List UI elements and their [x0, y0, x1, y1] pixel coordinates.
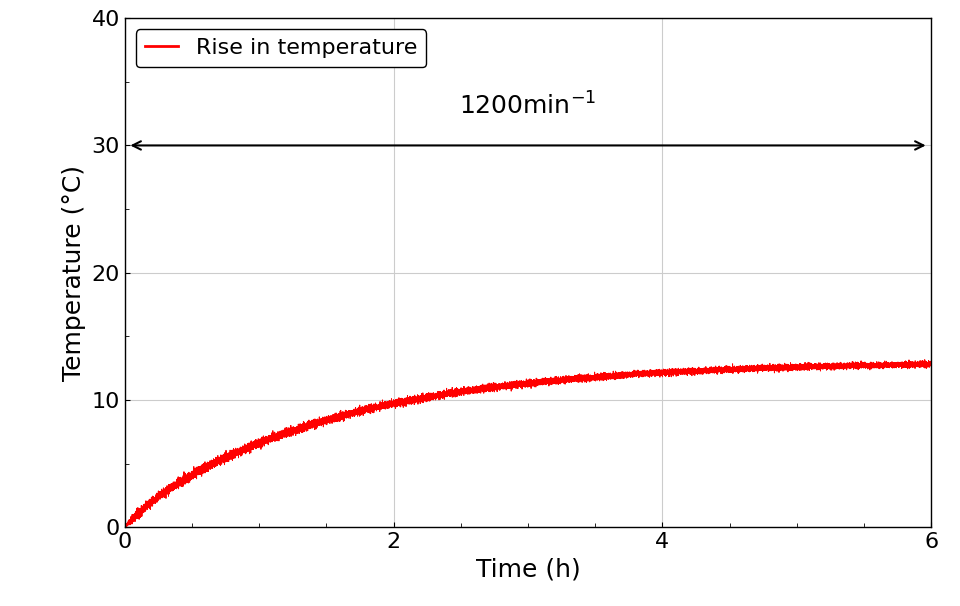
Text: 1200min$^{-1}$: 1200min$^{-1}$	[460, 93, 596, 120]
X-axis label: Time (h): Time (h)	[475, 558, 581, 582]
Y-axis label: Temperature (°C): Temperature (°C)	[62, 165, 86, 381]
Legend: Rise in temperature: Rise in temperature	[136, 29, 426, 67]
